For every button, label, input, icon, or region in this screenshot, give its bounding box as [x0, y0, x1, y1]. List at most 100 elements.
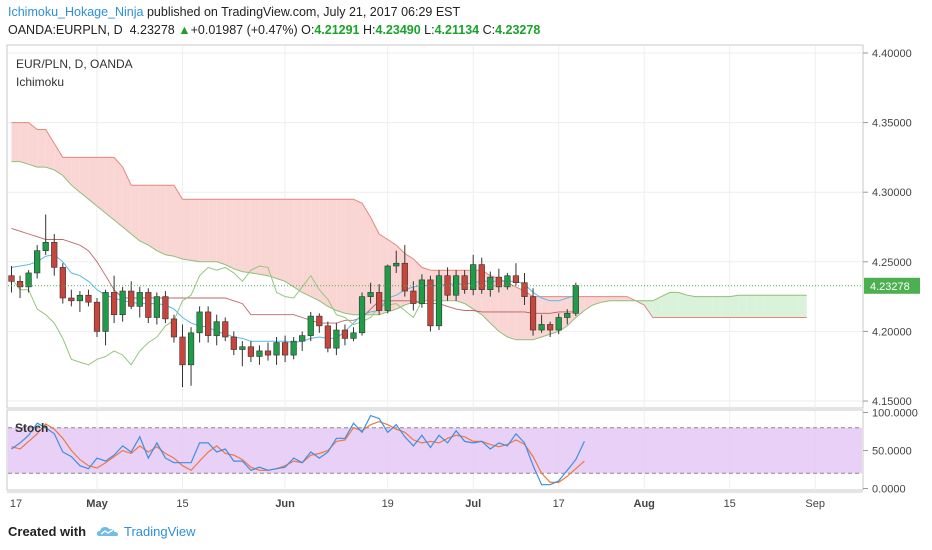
- candle-body: [307, 315, 314, 336]
- tradingview-link[interactable]: TradingView: [124, 524, 196, 539]
- cloud-segment: [618, 296, 628, 301]
- chart-container[interactable]: 4.40000 4.35000 4.30000 4.25000 4.20000 4.150…: [6, 44, 926, 514]
- cloud-segment: [507, 282, 516, 340]
- high-label: H:: [363, 23, 376, 37]
- x-tick-label: Sep: [805, 498, 825, 510]
- candle-body: [547, 324, 554, 331]
- candle-body: [119, 290, 126, 316]
- cloud-segment: [191, 199, 200, 262]
- candle-body: [367, 292, 374, 297]
- candle-body: [42, 242, 49, 251]
- candle-body: [495, 276, 502, 288]
- candle-body: [384, 265, 391, 311]
- candle-body: [111, 292, 118, 316]
- candle-body: [290, 340, 297, 356]
- cloud-segment: [242, 199, 251, 273]
- cloud-segment: [763, 295, 773, 318]
- candle-body: [51, 242, 58, 268]
- candle-body: [239, 346, 246, 350]
- publish-info: published on TradingView.com, July 21, 2…: [146, 5, 461, 19]
- candle-body: [316, 315, 323, 327]
- stoch-k-line: [11, 414, 585, 486]
- cloud-segment: [79, 157, 89, 200]
- low-label: L:: [424, 23, 435, 37]
- candle-body: [93, 301, 101, 332]
- candle-body: [179, 336, 186, 366]
- candle-body: [68, 297, 75, 302]
- cloud-segment: [362, 203, 371, 315]
- candle-body: [34, 250, 41, 274]
- candle-body: [324, 325, 331, 349]
- open-label: O:: [301, 23, 315, 37]
- candle-body: [478, 264, 485, 290]
- candle-body: [136, 292, 143, 307]
- ohlc-bar: OANDA:EURPLN, D 4.23278 ▲+0.01987 (+0.47…: [8, 23, 540, 37]
- close-label: C:: [482, 23, 496, 37]
- candle-body: [512, 275, 520, 283]
- candle-body: [444, 275, 451, 296]
- candle-body: [153, 296, 160, 318]
- cloud-segment: [259, 199, 268, 276]
- y-tick-label: 4.25000: [872, 257, 912, 269]
- candle-body: [572, 285, 579, 314]
- candle-body: [170, 318, 178, 338]
- candle-body: [76, 294, 83, 302]
- cloud-segment: [148, 185, 157, 251]
- cloud-segment: [789, 295, 799, 318]
- candle-body: [256, 350, 263, 357]
- cloud-segment: [541, 296, 551, 337]
- cloud-segment: [695, 296, 705, 318]
- cloud-segment: [11, 122, 21, 162]
- author-link[interactable]: Ichimoku_Hokage_Ninja: [8, 5, 144, 19]
- price-change: +0.01987 (+0.47%): [190, 23, 298, 37]
- candlestick-series: [8, 214, 579, 388]
- footer: Created with TradingView: [0, 518, 932, 550]
- candle-body: [222, 321, 229, 338]
- cloud-segment: [88, 157, 97, 207]
- candle-body: [273, 342, 280, 356]
- x-tick-label: 15: [176, 498, 188, 510]
- last-price: 4.23278: [129, 23, 175, 37]
- candle-body: [16, 281, 24, 288]
- candle-body: [350, 332, 357, 339]
- stoch-label: Stoch: [15, 421, 48, 435]
- candle-body: [85, 294, 92, 303]
- candle-body: [427, 279, 434, 327]
- candle-body: [196, 311, 203, 334]
- cloud-segment: [20, 122, 29, 165]
- cloud-segment: [738, 295, 747, 318]
- candle-body: [213, 321, 220, 336]
- x-tick-label: Aug: [634, 498, 655, 510]
- cloud-segment: [216, 199, 226, 265]
- last-price-tag: [864, 277, 920, 294]
- candle-body: [128, 290, 135, 307]
- candle-body: [564, 313, 571, 318]
- candle-body: [205, 311, 212, 336]
- stoch-tick-label: 100.0000: [872, 408, 918, 420]
- cloud-segment: [54, 143, 63, 176]
- cloud-segment: [199, 199, 209, 262]
- chikou-span: [11, 265, 423, 366]
- y-tick-label: 4.35000: [872, 118, 912, 130]
- candle-body: [102, 292, 109, 332]
- candle-body: [333, 329, 340, 349]
- cloud-segment: [584, 296, 593, 311]
- cloud-segment: [661, 292, 670, 318]
- x-tick-label: Jun: [275, 498, 295, 510]
- candle-body: [521, 282, 528, 297]
- cloud-segment: [344, 199, 354, 315]
- cloud-segment: [114, 157, 123, 227]
- cloud-segment: [131, 185, 140, 241]
- stoch-tick-label: 0.0000: [872, 483, 906, 495]
- candle-body: [487, 276, 494, 290]
- candle-body: [25, 272, 32, 288]
- cloud-segment: [37, 129, 46, 168]
- tradingview-logo-icon[interactable]: [96, 523, 120, 539]
- chart-canvas[interactable]: 4.40000 4.35000 4.30000 4.25000 4.20000 4.150…: [6, 44, 926, 514]
- cloud-segment: [285, 199, 294, 287]
- candle-body: [145, 292, 152, 318]
- senkou-span-a: [11, 122, 807, 318]
- cloud-segment: [327, 199, 337, 311]
- cloud-segment: [319, 199, 328, 307]
- cloud-segment: [686, 295, 696, 318]
